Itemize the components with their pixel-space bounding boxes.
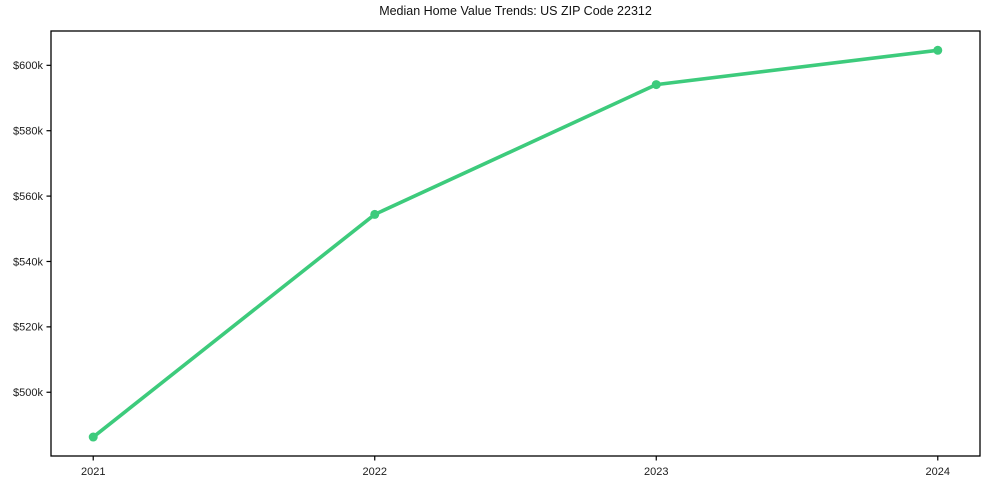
x-tick-label: 2024 <box>926 466 950 478</box>
chart-title: Median Home Value Trends: US ZIP Code 22… <box>379 4 652 18</box>
x-tick-label: 2021 <box>81 466 105 478</box>
y-tick-label: $580k <box>13 126 43 138</box>
data-point-2023 <box>651 80 661 90</box>
y-tick-label: $520k <box>13 322 43 334</box>
data-point-2021 <box>88 432 98 442</box>
x-tick-label: 2023 <box>644 466 668 478</box>
y-tick-label: $540k <box>13 256 43 268</box>
data-point-2024 <box>933 45 943 55</box>
x-tick-label: 2022 <box>363 466 387 478</box>
y-tick-label: $600k <box>13 60 43 72</box>
data-point-2022 <box>370 209 380 219</box>
series-line <box>91 48 940 439</box>
y-tick-label: $560k <box>13 191 43 203</box>
plot-frame <box>50 30 981 457</box>
y-tick-label: $500k <box>13 387 43 399</box>
